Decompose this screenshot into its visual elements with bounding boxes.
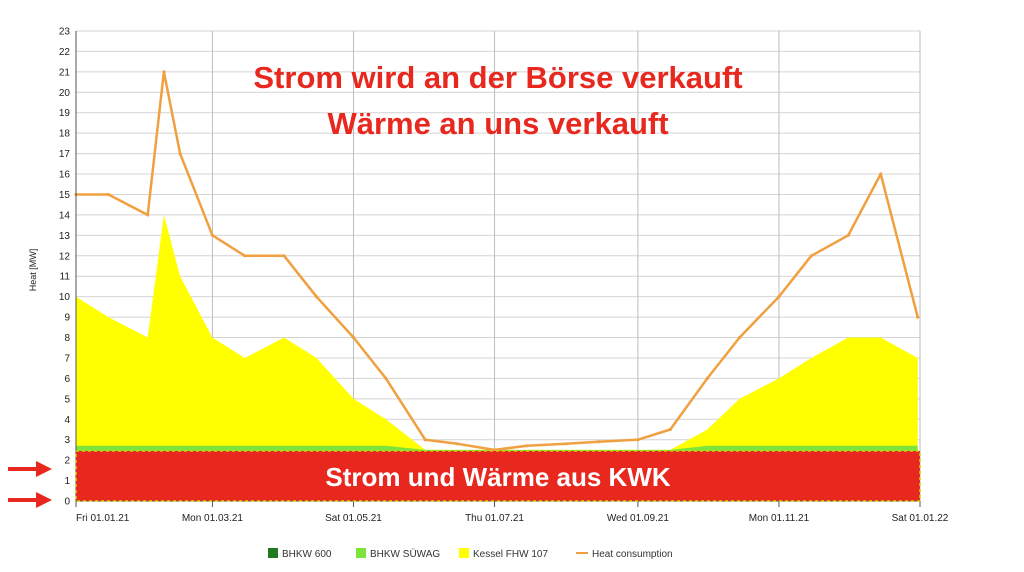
series-area-kessel-fhw-107 [76,214,918,501]
legend: BHKW 600 BHKW SÜWAG Kessel FHW 107 Heat con… [268,548,673,560]
y-tick-label: 1 [64,476,70,487]
data-point-heat-consumption [106,192,110,197]
data-point-heat-consumption [162,70,166,74]
y-tick-label: 2 [64,456,70,467]
data-point-heat-consumption [314,295,319,299]
headline-line-2: Wärme an uns verkauft [327,106,668,141]
y-tick-label: 9 [64,313,70,324]
data-point-heat-consumption [636,438,640,442]
data-point-heat-consumption [455,442,460,446]
y-tick-label: 0 [64,497,70,508]
data-point-heat-consumption [210,233,214,237]
x-tick-label: Wed 01.09.21 [607,513,670,524]
y-tick-label: 18 [59,129,71,140]
x-tick-label: Sat 01.05.21 [325,513,382,524]
y-tick-label: 11 [60,272,71,283]
y-tick-label: 10 [59,292,71,303]
x-tick-label: Fri 01.01.21 [76,513,130,524]
data-point-heat-consumption [351,335,356,340]
y-tick-label: 19 [59,108,71,119]
data-point-heat-consumption [738,335,742,340]
x-tick-label: Thu 01.07.21 [465,513,524,524]
y-tick-label: 13 [59,231,71,242]
y-tick-label: 17 [59,149,71,160]
data-point-heat-consumption [564,442,568,446]
y-tick-label: 7 [64,353,70,364]
axes: 01234567891011121314151617181920212223Fr… [59,27,949,525]
data-point-heat-consumption [597,440,601,444]
y-tick-label: 14 [59,210,71,221]
legend-label: BHKW 600 [282,549,332,560]
data-point-heat-consumption [777,295,781,299]
y-tick-label: 5 [64,394,70,405]
y-tick-label: 12 [59,251,71,262]
data-point-heat-consumption [384,376,388,380]
data-point-heat-consumption [492,448,497,452]
y-tick-label: 16 [59,170,71,181]
data-point-heat-consumption [243,254,247,258]
data-point-heat-consumption [846,233,850,237]
legend-label: BHKW SÜWAG [370,548,440,560]
data-point-heat-consumption [282,254,286,258]
y-tick-label: 20 [59,88,71,99]
x-tick-label: Mon 01.03.21 [182,513,244,524]
kwk-box [75,450,921,502]
series-line-heat-consumption [76,70,919,452]
y-tick-label: 22 [59,47,71,58]
data-point-heat-consumption [916,315,920,319]
legend-swatch [459,548,469,558]
data-point-heat-consumption [423,438,427,442]
y-axis-label: Heat [MW] [28,249,38,292]
annotations: Strom wird an der Börse verkauft Wärme a… [8,60,921,508]
data-point-heat-consumption [879,172,883,176]
x-tick-label: Mon 01.11.21 [749,513,810,524]
data-point-heat-consumption [809,254,813,258]
data-point-heat-consumption [146,213,150,217]
legend-label: Kessel FHW 107 [473,549,548,560]
y-tick-label: 3 [64,435,70,446]
y-tick-label: 21 [59,67,71,78]
headline-line-1: Strom wird an der Börse verkauft [253,60,742,95]
data-point-heat-consumption [668,427,672,432]
x-tick-label: Sat 01.01.22 [892,513,949,524]
legend-swatch [268,548,278,558]
kwk-label: Strom und Wärme aus KWK [325,462,670,492]
y-tick-label: 6 [64,374,70,385]
legend-label: Heat consumption [592,549,673,560]
y-tick-label: 15 [59,190,71,201]
y-tick-label: 8 [64,333,70,344]
legend-swatch [356,548,366,558]
data-point-heat-consumption [525,444,529,448]
arrow-icon [8,461,52,477]
y-tick-label: 23 [59,27,71,38]
arrow-icon [8,492,52,508]
data-point-heat-consumption [705,376,709,380]
y-tick-label: 4 [64,415,70,426]
data-point-heat-consumption [178,152,182,156]
